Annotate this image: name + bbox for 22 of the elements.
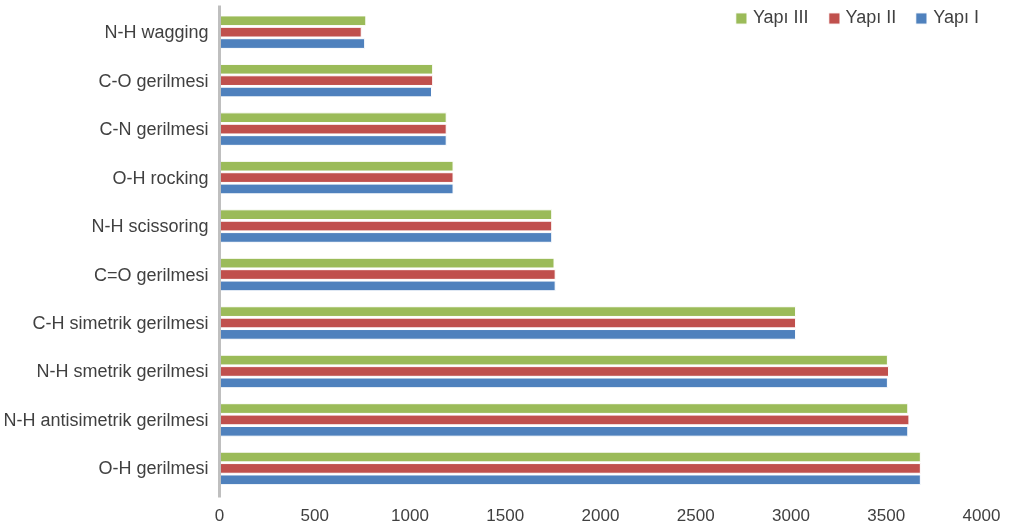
x-tick-label: 500 — [300, 505, 329, 523]
x-tick-label: 1500 — [486, 505, 525, 523]
y-tick-label: C-O gerilmesi — [98, 70, 209, 91]
legend-label: Yapı I — [933, 7, 979, 28]
y-tick-label: O-H rocking — [112, 167, 209, 188]
y-tick-label: C-H simetrik gerilmesi — [32, 313, 209, 333]
x-tick-label: 1000 — [391, 505, 429, 523]
x-tick-label: 2500 — [676, 505, 715, 523]
x-tick-label: 2000 — [581, 505, 620, 523]
legend-label: Yapı II — [845, 7, 897, 28]
x-tick-label: 4000 — [962, 505, 1001, 523]
y-tick-label: N-H wagging — [104, 22, 209, 43]
y-tick-label: O-H gerilmesi — [98, 458, 209, 479]
y-tick-label: N-H scissoring — [91, 216, 209, 237]
y-tick-label: N-H smetrik gerilmesi — [36, 361, 209, 382]
x-tick-label: 3500 — [867, 505, 906, 523]
x-tick-label: 0 — [214, 505, 225, 523]
y-tick-label: C-N gerilmesi — [99, 119, 209, 140]
y-tick-label: N-H antisimetrik gerilmesi — [3, 409, 209, 430]
y-tick-label: C=O gerilmesi — [93, 264, 209, 285]
x-tick-label: 3000 — [772, 505, 810, 523]
legend-label: Yapı III — [752, 7, 809, 28]
